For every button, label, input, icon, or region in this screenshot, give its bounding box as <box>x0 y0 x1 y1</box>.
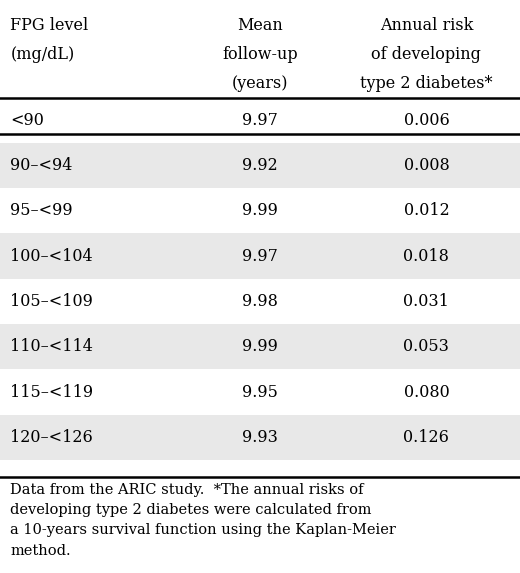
Text: 9.93: 9.93 <box>242 429 278 446</box>
Text: 0.126: 0.126 <box>404 429 449 446</box>
Text: 9.99: 9.99 <box>242 338 278 355</box>
Text: type 2 diabetes*: type 2 diabetes* <box>360 74 492 92</box>
FancyBboxPatch shape <box>0 143 520 188</box>
Text: 0.006: 0.006 <box>404 112 449 129</box>
Text: 9.98: 9.98 <box>242 293 278 310</box>
FancyBboxPatch shape <box>0 415 520 460</box>
Text: 0.080: 0.080 <box>404 383 449 401</box>
Text: follow-up: follow-up <box>222 46 298 62</box>
Text: (mg/dL): (mg/dL) <box>10 46 75 62</box>
Text: 0.008: 0.008 <box>404 157 449 174</box>
Text: 9.99: 9.99 <box>242 202 278 219</box>
Text: 9.92: 9.92 <box>242 157 278 174</box>
Text: 95–<99: 95–<99 <box>10 202 73 219</box>
Text: of developing: of developing <box>371 46 482 62</box>
Text: 9.95: 9.95 <box>242 383 278 401</box>
Text: 0.012: 0.012 <box>404 202 449 219</box>
Text: 100–<104: 100–<104 <box>10 248 93 265</box>
Text: 9.97: 9.97 <box>242 248 278 265</box>
Text: Mean: Mean <box>237 17 283 34</box>
Text: 0.018: 0.018 <box>404 248 449 265</box>
Text: <90: <90 <box>10 112 44 129</box>
Text: 120–<126: 120–<126 <box>10 429 93 446</box>
Text: 90–<94: 90–<94 <box>10 157 73 174</box>
Text: (years): (years) <box>232 74 288 92</box>
Text: 110–<114: 110–<114 <box>10 338 93 355</box>
FancyBboxPatch shape <box>0 324 520 370</box>
Text: 0.031: 0.031 <box>404 293 449 310</box>
Text: Annual risk: Annual risk <box>380 17 473 34</box>
Text: 115–<119: 115–<119 <box>10 383 94 401</box>
Text: Data from the ARIC study.  *The annual risks of
developing type 2 diabetes were : Data from the ARIC study. *The annual ri… <box>10 484 396 558</box>
Text: 9.97: 9.97 <box>242 112 278 129</box>
FancyBboxPatch shape <box>0 233 520 279</box>
Text: 0.053: 0.053 <box>404 338 449 355</box>
Text: FPG level: FPG level <box>10 17 88 34</box>
Text: 105–<109: 105–<109 <box>10 293 93 310</box>
